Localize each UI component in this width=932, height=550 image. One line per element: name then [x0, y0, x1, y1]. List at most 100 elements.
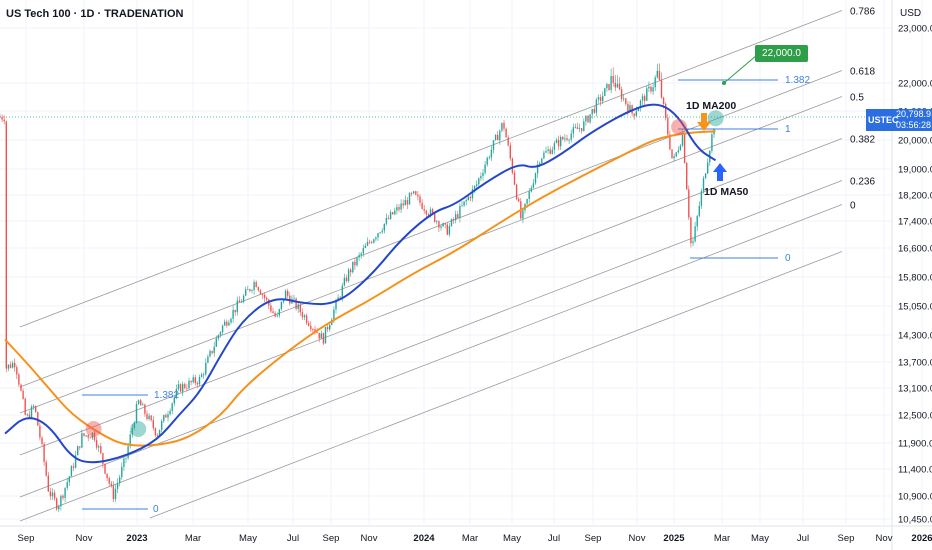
candle-body	[360, 253, 362, 255]
candle-body	[455, 214, 457, 221]
candle-body	[394, 210, 396, 215]
candle-body	[318, 332, 320, 339]
candle-body	[56, 498, 58, 510]
candle-body	[200, 374, 203, 378]
candle-body	[362, 248, 364, 254]
candle-body	[77, 446, 79, 456]
candle-body	[85, 435, 87, 437]
candle-body	[95, 440, 98, 448]
candle-body	[694, 226, 696, 242]
candle-body	[299, 304, 301, 313]
candle-body	[274, 313, 276, 317]
fib-2023-0-label: 0	[153, 504, 159, 515]
candle-body	[24, 398, 26, 415]
price-tick-label: 11,900.0	[898, 439, 932, 450]
candle-body	[37, 411, 39, 426]
candle-body	[322, 333, 325, 344]
candle-body	[255, 282, 257, 288]
candle-body	[473, 185, 476, 189]
channel-line	[19, 10, 843, 328]
channel-level-label: 0.786	[850, 7, 875, 18]
candle-body	[68, 476, 70, 483]
candle-body	[79, 446, 81, 448]
candle-body	[72, 466, 75, 468]
candle-body	[581, 128, 583, 131]
candle-body	[597, 97, 600, 100]
candle-body	[45, 461, 47, 476]
time-tick-label: 2026	[911, 533, 932, 544]
price-tick-label: 13,100.0	[898, 384, 932, 395]
candle-body	[494, 134, 497, 141]
candle-body	[448, 226, 451, 235]
candle-body	[501, 122, 503, 131]
candle-body	[186, 387, 188, 389]
candle-body	[177, 384, 180, 389]
candle-body	[637, 107, 640, 112]
candle-body	[505, 128, 507, 138]
candle-body	[410, 193, 413, 194]
candle-body	[171, 403, 173, 411]
candle-body	[711, 134, 713, 151]
candle-body	[635, 111, 637, 116]
candle-body	[702, 178, 705, 192]
price-tick-label: 12,500.0	[898, 411, 932, 422]
candle-body	[644, 96, 646, 101]
candle-body	[436, 221, 438, 223]
candle-body	[423, 208, 425, 211]
candle-body	[553, 143, 556, 150]
time-tick-label: Mar	[714, 533, 730, 544]
fib-2025-1-label: 1	[785, 124, 791, 135]
candle-body	[425, 210, 427, 215]
candle-body	[366, 241, 369, 246]
candle-body	[182, 384, 184, 392]
candle-body	[648, 86, 650, 89]
candle-body	[486, 157, 488, 165]
time-tick-label: Jul	[548, 533, 560, 544]
candle-body	[440, 226, 442, 228]
candle-body	[245, 289, 247, 296]
time-tick-label: Mar	[462, 533, 478, 544]
candle-body	[272, 311, 274, 314]
candle-body	[146, 413, 148, 420]
candle-body	[238, 300, 241, 303]
candlestick-series	[0, 63, 715, 513]
candle-body	[320, 333, 322, 339]
candle-body	[677, 150, 679, 153]
candle-body	[417, 194, 419, 197]
candle-body	[16, 367, 18, 375]
candle-body	[356, 257, 358, 266]
candle-body	[396, 207, 398, 211]
candle-body	[690, 217, 692, 244]
candle-body	[543, 152, 545, 159]
current-price: 20,798.9	[896, 109, 932, 119]
candle-body	[230, 318, 232, 323]
ma50-line	[4, 103, 717, 464]
candle-body	[224, 321, 226, 326]
target-pointer-line	[723, 54, 758, 84]
candle-body	[184, 384, 186, 388]
candle-body	[249, 289, 251, 291]
candle-body	[700, 191, 703, 206]
candle-body	[165, 414, 167, 418]
candle-body	[434, 213, 436, 222]
candle-body	[429, 209, 432, 216]
candle-body	[326, 327, 329, 330]
price-tick-label: 11,400.0	[898, 465, 932, 476]
candle-body	[499, 130, 501, 141]
candle-body	[123, 458, 125, 467]
candle-body	[58, 506, 60, 510]
candle-body	[0, 116, 1, 118]
candle-body	[64, 487, 66, 498]
candle-body	[152, 420, 154, 429]
candle-body	[629, 105, 631, 112]
candle-body	[335, 300, 337, 310]
candle-body	[282, 299, 285, 302]
candle-body	[471, 188, 474, 199]
candle-body	[142, 404, 144, 406]
candle-body	[43, 443, 45, 462]
candle-body	[339, 297, 341, 299]
candle-body	[221, 325, 224, 333]
candle-body	[131, 428, 133, 435]
